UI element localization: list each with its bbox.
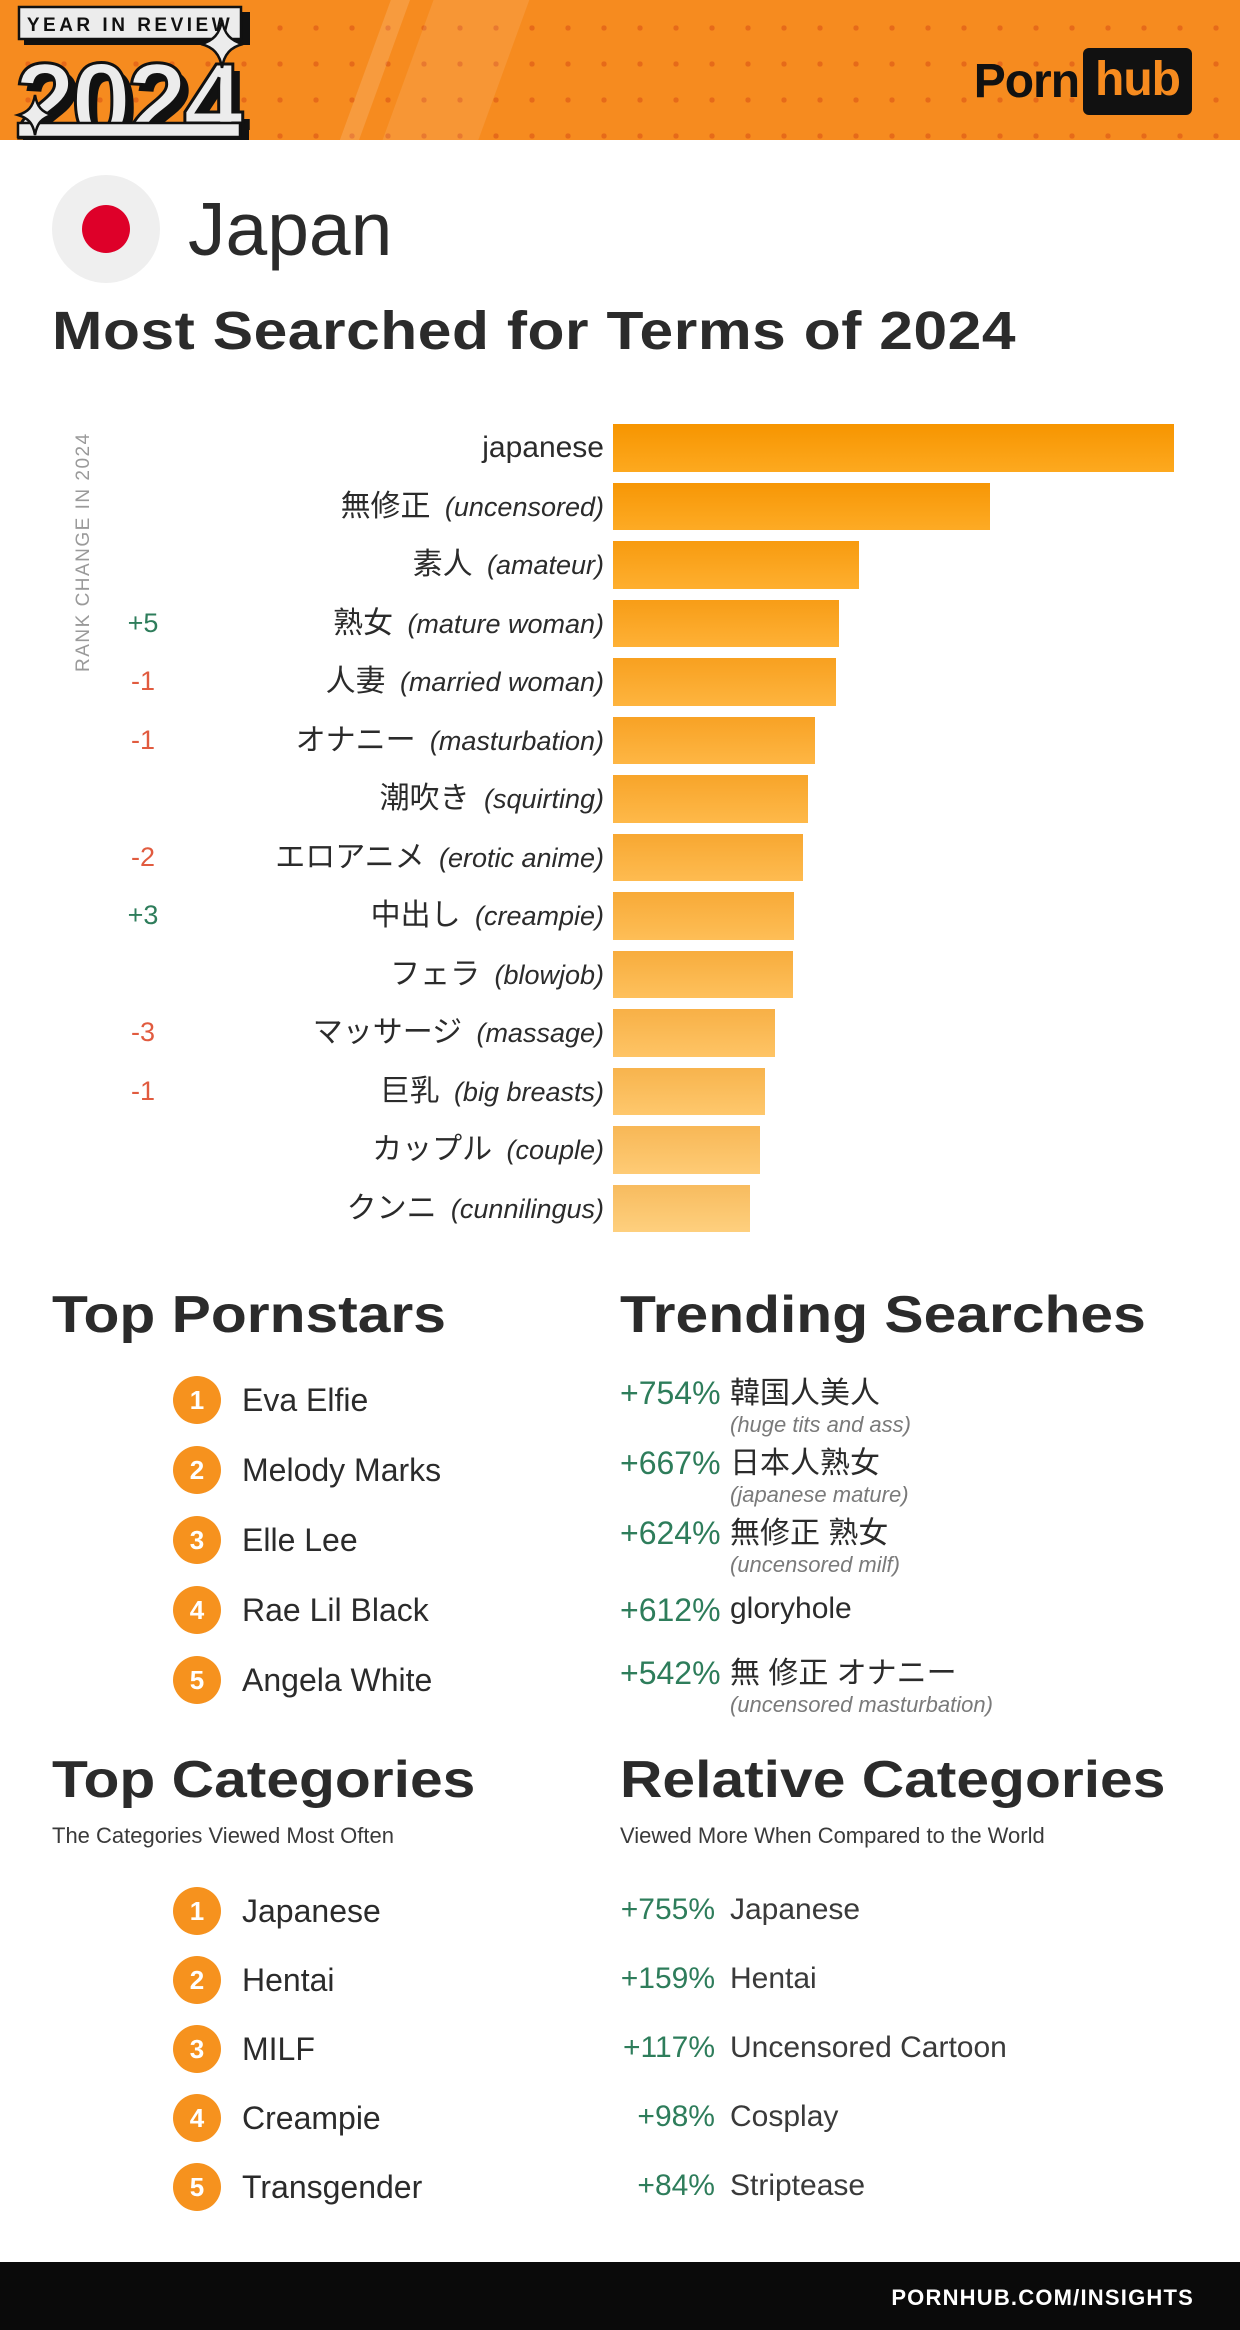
svg-text:YEAR IN REVIEW: YEAR IN REVIEW [27, 15, 233, 36]
